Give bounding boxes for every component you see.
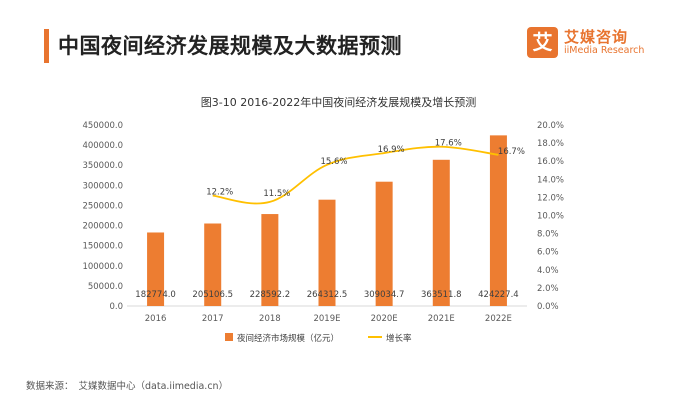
x-tick-label: 2022E bbox=[485, 314, 512, 324]
y-right-tick-label: 4.0% bbox=[537, 266, 559, 276]
growth-rate-label: 15.6% bbox=[320, 157, 347, 167]
y-left-tick-label: 450000.0 bbox=[82, 121, 123, 131]
bar bbox=[147, 232, 165, 306]
y-left-tick-label: 400000.0 bbox=[82, 141, 123, 151]
bar-value-label: 424227.4 bbox=[478, 290, 519, 300]
data-source-label: 数据来源： bbox=[26, 381, 74, 392]
bar bbox=[489, 135, 507, 306]
iimedia-logo: 艾 艾媒咨询 iiMedia Research bbox=[527, 27, 667, 61]
bar-value-label: 182774.0 bbox=[135, 290, 176, 300]
y-left-tick-label: 100000.0 bbox=[82, 262, 123, 272]
growth-rate-label: 16.7% bbox=[498, 147, 525, 157]
bar-value-label: 309034.7 bbox=[364, 290, 405, 300]
legend-line-label: 增长率 bbox=[386, 333, 412, 344]
y-left-tick-label: 150000.0 bbox=[82, 242, 123, 252]
y-right-tick-label: 2.0% bbox=[537, 284, 559, 294]
bar-value-label: 228592.2 bbox=[250, 290, 291, 300]
y-right-tick-label: 16.0% bbox=[537, 157, 564, 167]
y-right-tick-label: 18.0% bbox=[537, 139, 564, 149]
bar bbox=[375, 181, 393, 306]
y-left-tick-label: 50000.0 bbox=[88, 282, 123, 292]
legend-bar-swatch bbox=[225, 333, 233, 341]
growth-rate-label: 11.5% bbox=[263, 189, 290, 199]
y-left-tick-label: 300000.0 bbox=[82, 181, 123, 191]
bar-value-label: 205106.5 bbox=[192, 290, 233, 300]
y-right-tick-label: 0.0% bbox=[537, 302, 559, 312]
data-source: 数据来源： 艾媒数据中心（data.iimedia.cn） bbox=[26, 378, 233, 392]
growth-rate-line bbox=[212, 145, 499, 205]
logo-name-cn: 艾媒咨询 bbox=[564, 28, 629, 46]
logo-name-en: iiMedia Research bbox=[564, 45, 645, 56]
growth-rate-label: 17.6% bbox=[435, 139, 462, 149]
title-accent-bar bbox=[44, 29, 49, 63]
y-right-tick-label: 12.0% bbox=[537, 193, 564, 203]
bar bbox=[204, 223, 222, 306]
x-tick-label: 2016 bbox=[145, 314, 167, 324]
y-right-tick-label: 10.0% bbox=[537, 212, 564, 222]
growth-rate-label: 16.9% bbox=[378, 145, 405, 155]
chart-title: 图3-10 2016-2022年中国夜间经济发展规模及增长预测 bbox=[200, 96, 477, 109]
x-tick-label: 2019E bbox=[313, 314, 340, 324]
y-left-tick-label: 250000.0 bbox=[82, 201, 123, 211]
y-right-tick-label: 6.0% bbox=[537, 248, 559, 258]
bar bbox=[432, 159, 450, 306]
y-right-tick-label: 14.0% bbox=[537, 175, 564, 185]
y-left-tick-label: 0.0 bbox=[109, 302, 123, 312]
x-tick-label: 2021E bbox=[428, 314, 455, 324]
y-right-tick-label: 20.0% bbox=[537, 121, 564, 131]
x-tick-label: 2018 bbox=[259, 314, 281, 324]
legend-bar-label: 夜间经济市场规模（亿元） bbox=[237, 333, 339, 344]
page-title: 中国夜间经济发展规模及大数据预测 bbox=[58, 34, 402, 58]
bar bbox=[261, 214, 279, 306]
data-source-text: 艾媒数据中心（data.iimedia.cn） bbox=[78, 381, 229, 392]
bar-value-label: 264312.5 bbox=[307, 290, 348, 300]
y-left-tick-label: 200000.0 bbox=[82, 222, 123, 232]
y-right-tick-label: 8.0% bbox=[537, 230, 559, 240]
bar bbox=[318, 199, 336, 306]
growth-rate-label: 12.2% bbox=[206, 188, 233, 198]
y-left-tick-label: 350000.0 bbox=[82, 161, 123, 171]
x-tick-label: 2017 bbox=[202, 314, 224, 324]
bar-value-label: 363511.8 bbox=[421, 290, 462, 300]
logo-mark-icon: 艾 bbox=[527, 27, 558, 58]
x-tick-label: 2020E bbox=[371, 314, 398, 324]
